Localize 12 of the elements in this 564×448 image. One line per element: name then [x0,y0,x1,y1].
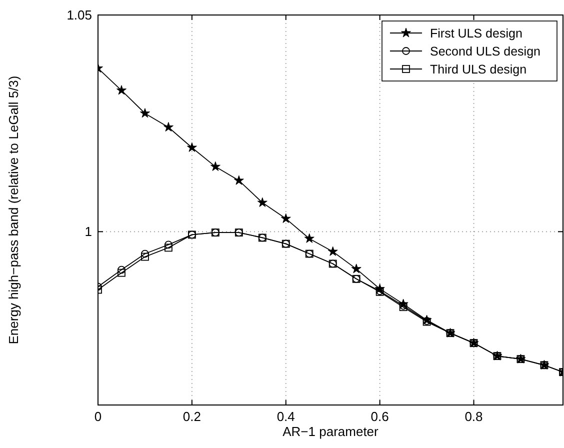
x-axis-title: AR−1 parameter [282,424,380,439]
x-tick-label: 0.8 [464,409,483,424]
y-tick-label: 1.05 [66,8,92,23]
legend-label: Second ULS design [430,44,541,58]
y-axis-title: Energy high−pass band (relative to LeGall 5/3) [6,76,21,344]
legend-label: First ULS design [430,26,522,40]
x-tick-label: 0.2 [182,409,201,424]
legend-label: Third ULS design [430,62,527,76]
x-tick-label: 0 [94,409,102,424]
x-tick-label: 0.6 [370,409,389,424]
x-tick-label: 0.4 [276,409,295,424]
y-tick-label: 1 [84,224,92,240]
